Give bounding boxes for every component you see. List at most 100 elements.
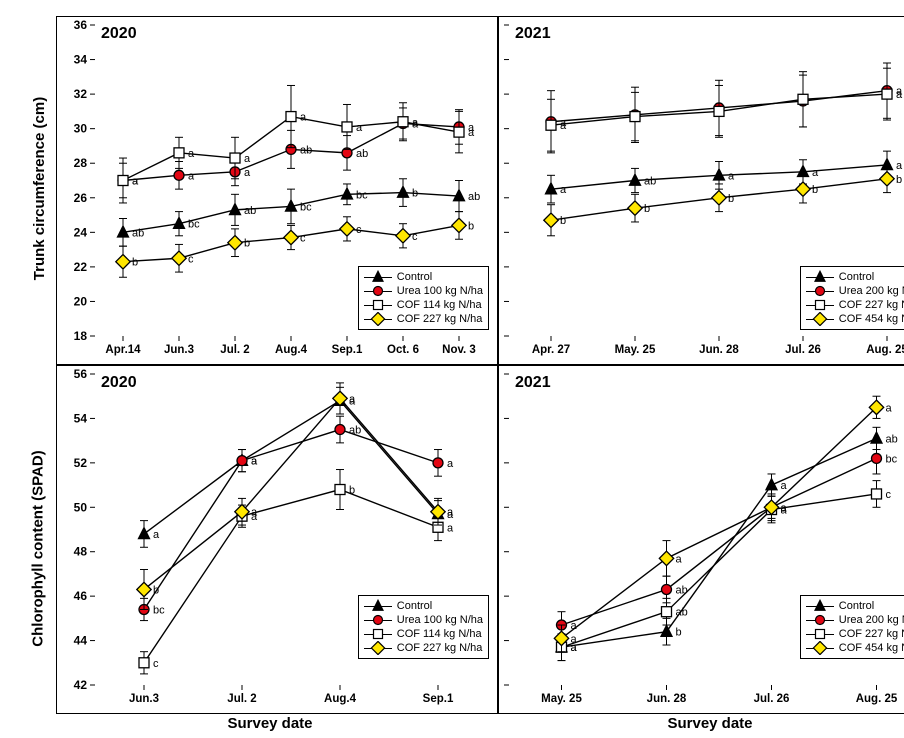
svg-text:56: 56 bbox=[74, 367, 88, 381]
svg-text:c: c bbox=[300, 233, 306, 245]
svg-text:Jun. 28: Jun. 28 bbox=[647, 693, 687, 705]
legend-item: Control bbox=[806, 270, 904, 284]
svg-text:a: a bbox=[812, 167, 819, 179]
svg-text:b: b bbox=[560, 215, 566, 227]
year-label: 2021 bbox=[515, 25, 551, 43]
legend-label: COF 227 kg N/ha bbox=[839, 628, 904, 640]
legend-label: COF 454 kg N/ha bbox=[839, 313, 904, 325]
svg-text:Aug.4: Aug.4 bbox=[324, 693, 357, 705]
urea-marker-icon bbox=[806, 613, 834, 627]
legend-label: COF 114 kg N/ha bbox=[397, 299, 482, 311]
panel-2021-trunk: Apr. 27May. 25Jun. 28Jul. 26Aug. 25aabaa… bbox=[498, 16, 904, 365]
svg-text:ab: ab bbox=[132, 227, 144, 239]
svg-text:c: c bbox=[412, 231, 418, 243]
cof_low-marker-icon bbox=[364, 627, 392, 641]
svg-text:42: 42 bbox=[74, 678, 88, 692]
svg-text:a: a bbox=[300, 112, 307, 124]
legend-item: Control bbox=[364, 599, 483, 613]
svg-text:a: a bbox=[349, 393, 356, 405]
svg-text:a: a bbox=[153, 529, 160, 541]
legend-item: Urea 200 kg N/ha bbox=[806, 613, 904, 627]
svg-text:Jun. 28: Jun. 28 bbox=[699, 344, 739, 356]
svg-text:a: a bbox=[356, 122, 363, 134]
svg-text:b: b bbox=[728, 193, 734, 205]
cof_high-marker-icon bbox=[806, 641, 834, 655]
svg-text:a: a bbox=[886, 402, 893, 414]
legend-label: Urea 200 kg N/ha bbox=[839, 614, 904, 626]
legend-label: Control bbox=[839, 600, 874, 612]
svg-text:a: a bbox=[244, 167, 251, 179]
svg-text:ab: ab bbox=[676, 607, 688, 619]
svg-text:30: 30 bbox=[74, 122, 88, 136]
legend-item: COF 227 kg N/ha bbox=[806, 298, 904, 312]
legend-label: Urea 200 kg N/ha bbox=[839, 285, 904, 297]
control-marker-icon bbox=[806, 599, 834, 613]
svg-text:b: b bbox=[468, 220, 474, 232]
svg-text:24: 24 bbox=[74, 225, 88, 239]
svg-text:c: c bbox=[153, 658, 159, 670]
svg-text:22: 22 bbox=[74, 260, 88, 274]
svg-text:a: a bbox=[244, 153, 251, 165]
legend: ControlUrea 100 kg N/haCOF 114 kg N/haCO… bbox=[358, 595, 489, 659]
svg-text:b: b bbox=[412, 188, 418, 200]
svg-text:bc: bc bbox=[300, 201, 312, 213]
svg-text:a: a bbox=[781, 502, 788, 514]
svg-text:a: a bbox=[896, 160, 903, 172]
svg-text:Jul. 2: Jul. 2 bbox=[220, 344, 249, 356]
svg-text:Jul. 26: Jul. 26 bbox=[754, 693, 790, 705]
svg-text:a: a bbox=[412, 117, 419, 129]
svg-text:Apr.14: Apr.14 bbox=[105, 344, 141, 356]
svg-text:a: a bbox=[447, 458, 454, 470]
svg-text:Jun.3: Jun.3 bbox=[164, 344, 194, 356]
control-marker-icon bbox=[806, 270, 834, 284]
figure: Trunk circumference (cm) Chlorophyll con… bbox=[10, 10, 904, 728]
cof_low-marker-icon bbox=[806, 298, 834, 312]
legend-item: Urea 100 kg N/ha bbox=[364, 284, 483, 298]
urea-marker-icon bbox=[806, 284, 834, 298]
legend-item: COF 114 kg N/ha bbox=[364, 627, 483, 641]
legend-label: Control bbox=[397, 271, 432, 283]
legend-label: COF 114 kg N/ha bbox=[397, 628, 482, 640]
svg-text:ab: ab bbox=[468, 191, 480, 203]
svg-text:34: 34 bbox=[74, 53, 88, 67]
year-label: 2020 bbox=[101, 25, 137, 43]
cof_high-marker-icon bbox=[364, 312, 392, 326]
control-marker-icon bbox=[364, 270, 392, 284]
svg-text:b: b bbox=[812, 184, 818, 196]
svg-text:Sep.1: Sep.1 bbox=[423, 693, 454, 705]
svg-text:a: a bbox=[447, 507, 454, 519]
svg-text:32: 32 bbox=[74, 87, 88, 101]
legend-label: Control bbox=[397, 600, 432, 612]
svg-text:a: a bbox=[728, 170, 735, 182]
panel-grid: 18202224262830323436Apr.14Jun.3Jul. 2Aug… bbox=[56, 16, 904, 714]
svg-text:ab: ab bbox=[300, 144, 312, 156]
svg-text:b: b bbox=[644, 203, 650, 215]
svg-text:b: b bbox=[153, 584, 159, 596]
svg-text:bc: bc bbox=[356, 189, 368, 201]
legend: ControlUrea 200 kg N/ha COF 227 kg N/ha CO… bbox=[800, 266, 904, 330]
svg-text:ab: ab bbox=[886, 433, 898, 445]
svg-text:b: b bbox=[244, 238, 250, 250]
svg-text:bc: bc bbox=[153, 604, 165, 616]
cof_high-marker-icon bbox=[364, 641, 392, 655]
svg-text:46: 46 bbox=[74, 589, 88, 603]
control-marker-icon bbox=[364, 599, 392, 613]
svg-text:May. 25: May. 25 bbox=[615, 344, 656, 356]
legend-item: Control bbox=[364, 270, 483, 284]
urea-marker-icon bbox=[364, 284, 392, 298]
legend-item: Control bbox=[806, 599, 904, 613]
svg-text:Aug. 25: Aug. 25 bbox=[866, 344, 904, 356]
svg-text:ab: ab bbox=[676, 584, 688, 596]
svg-text:20: 20 bbox=[74, 294, 88, 308]
svg-text:ab: ab bbox=[356, 148, 368, 160]
svg-text:52: 52 bbox=[74, 456, 88, 470]
svg-text:Aug. 25: Aug. 25 bbox=[856, 693, 898, 705]
legend-label: COF 227 kg N/ha bbox=[839, 299, 904, 311]
svg-text:a: a bbox=[447, 522, 454, 534]
legend-label: COF 227 kg N/ha bbox=[397, 313, 483, 325]
legend-label: Urea 100 kg N/ha bbox=[397, 285, 483, 297]
svg-text:Apr. 27: Apr. 27 bbox=[532, 344, 570, 356]
legend-label: COF 227 kg N/ha bbox=[397, 642, 483, 654]
svg-text:b: b bbox=[896, 174, 902, 186]
svg-text:Jul. 2: Jul. 2 bbox=[227, 693, 256, 705]
